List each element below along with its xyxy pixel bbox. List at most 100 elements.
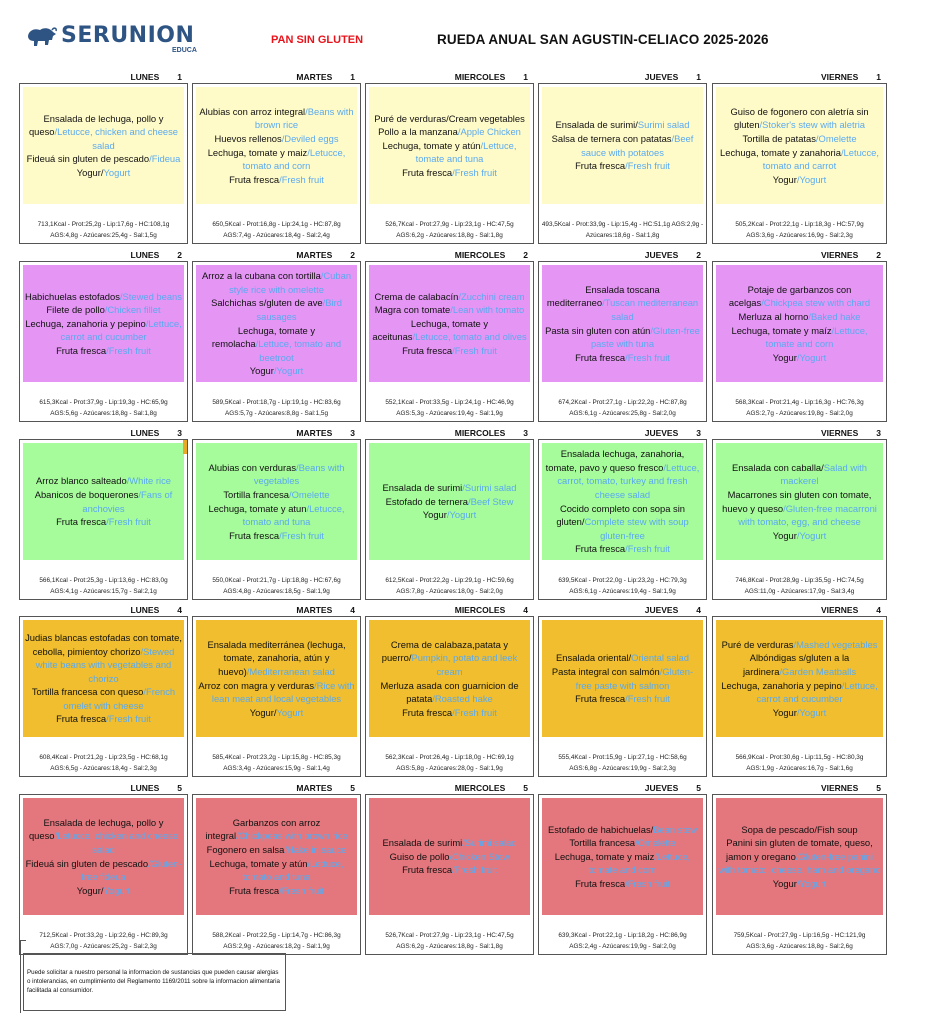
nutrition-line-1: 566,1Kcal - Prot:25,3g - Lip:13,6g - HC:… [39, 577, 168, 584]
menu-item: Lechuga, tomate y atun/Letucce, tomato a… [198, 502, 355, 529]
menu-item: Pasta integral con salmón/Gluten-free pa… [544, 665, 701, 692]
brand-name: SERUNION [61, 23, 195, 48]
nutrition-line-2: AGS:5,7g - Azúcares:8,8g - Sal:1,5g [224, 410, 329, 417]
day-header: MARTES 4 [296, 605, 355, 617]
week-number: 3 [876, 428, 881, 438]
nutrition-line-2: AGS:6,1g - Azúcares:25,8g - Sal:2,0g [569, 410, 676, 417]
nutrition-info: 493,5Kcal - Prot:33,9g - Lip:15,4g - HC:… [539, 219, 706, 241]
menu-item: Lechuga, tomate y maiz/Letucce, tomato a… [198, 146, 355, 173]
dish-name-en: /Chickpea stew with chard [761, 297, 871, 309]
week-number: 2 [696, 250, 701, 260]
dish-name-es: Lechuga, tomate y maiz [207, 146, 308, 158]
dish-name-en: /Chicken fillet [104, 304, 161, 316]
nutrition-line-1: 639,3Kcal - Prot:22,1g - Lip:18,2g - HC:… [558, 932, 687, 939]
menu-item: Merluza al horno/Baked hake [739, 310, 861, 324]
menu-item: Puré de verduras/Mashed vegetables [722, 638, 878, 652]
dish-name-en: /Fresh fruit [625, 543, 670, 555]
nutrition-info: 550,0Kcal - Prot:21,7g - Lip:18,8g - HC:… [193, 575, 360, 597]
nutrition-line-1: 526,7Kcal - Prot:27,9g - Lip:23,1g - HC:… [385, 221, 514, 228]
dish-name-es: Fogonero en salsa [206, 843, 285, 855]
dish-name-es: Yogur/ [76, 166, 104, 178]
dish-name-es: Crema de calabaza,patata y puerro/ [381, 638, 509, 664]
day-name: LUNES [130, 428, 160, 438]
nutrition-line-2: AGS:3,6g - Azúcares:16,9g - Sal:2,3g [746, 232, 853, 239]
menu-items: Ensalada oriental/Oriental salad Pasta in… [542, 620, 703, 737]
dish-name-en: /Bird sausages [256, 297, 342, 322]
dish-name-es: Albóndigas s/gluten a la jardinera [742, 652, 850, 677]
dish-name-en: /Fresh fruit [625, 160, 670, 172]
day-header: VIERNES 5 [821, 783, 881, 795]
menu-items: Sopa de pescado/Fish soup Panini sin glut… [716, 798, 883, 915]
menu-item: Crema de calabacín/Zucchini cream [374, 290, 524, 304]
dish-name-es: Ensalada de surimi [382, 837, 463, 849]
day-header: LUNES 4 [130, 605, 182, 617]
day-header: JUEVES 4 [645, 605, 701, 617]
dish-name-en: /Stoker's stew with aletria [759, 119, 866, 131]
menu-item: Yogur/Yogurt [773, 529, 827, 543]
nutrition-info: 566,9Kcal - Prot:30,6g - Lip:11,5g - HC:… [713, 752, 886, 774]
week-row: LUNES 4 Judias blancas estofadas con tom… [19, 605, 889, 777]
dish-name-es: Yogur [422, 509, 447, 521]
dish-name-en: Salad with mackerel [780, 461, 867, 487]
menu-items: Puré de verduras/Cream vegetables Pollo a… [369, 87, 530, 204]
dish-name-en: /Letucce, chicken and cheese salad [54, 830, 179, 855]
menu-item: Puré de verduras/Cream vegetables [374, 112, 525, 126]
nutrition-info: 526,7Kcal - Prot:27,9g - Lip:23,1g - HC:… [366, 219, 533, 241]
week-number: 4 [350, 605, 355, 615]
nutrition-line-1: 674,2Kcal - Prot:27,1g - Lip:22,2g - HC:… [558, 399, 687, 406]
day-name: MIERCOLES [454, 72, 506, 82]
dish-name-en: /Yogurt [796, 877, 827, 889]
menu-item: Salchichas s/gluten de ave/Bird sausages [198, 296, 355, 323]
day-header: JUEVES 2 [645, 250, 701, 262]
dish-name-es: Huevos rellenos [214, 132, 282, 144]
dish-name-es: Sopa de pescado/Fish soup [741, 823, 858, 835]
day-cell: VIERNES 2 Potaje de garbanzos con acelga… [712, 250, 887, 422]
day-header: LUNES 3 [130, 428, 182, 440]
nutrition-info: 615,3Kcal - Prot:37,9g - Lip:19,3g - HC:… [20, 397, 187, 419]
menu-items: Arroz blanco salteado/White rice Abanicos… [23, 443, 184, 560]
dish-name-es: Fruta fresca [402, 864, 453, 876]
dish-name-es: Ensalada de lechuga, pollo y queso [28, 816, 164, 842]
nutrition-line-2: AGS:4,8g - Azúcares:18,5g - Sal:1,9g [223, 588, 330, 595]
week-row: LUNES 5 Ensalada de lechuga, pollo y que… [19, 783, 889, 955]
week-number: 2 [876, 250, 881, 260]
menu-items: Ensalada lechuga, zanahoria, tomate, pav… [542, 443, 703, 560]
menu-items: Alubias con arroz integral/Beans with br… [196, 87, 357, 204]
nutrition-line-1: 713,1Kcal - Prot:25,2g - Lip:17,6g - HC:… [37, 221, 170, 228]
dish-name-es: Yogur [772, 173, 797, 185]
dish-name-en: /Letucce, tomato and corn [242, 146, 346, 172]
dish-name-es: Macarrones sin gluten con tomate, huevo … [722, 488, 872, 514]
dish-name-es: Magra con tomate [374, 304, 451, 316]
day-box: Alubias con arroz integral/Beans with br… [192, 83, 361, 244]
dish-name-es: Crema de calabacín [374, 290, 459, 302]
dish-name-es: Filete de pollo [46, 304, 105, 316]
menu-items: Ensalada mediterránea (lechuga, tomate, … [196, 620, 357, 737]
day-header: LUNES 2 [130, 250, 182, 262]
bread-type-label: PAN SIN GLUTEN [271, 34, 364, 46]
day-header: JUEVES 3 [645, 428, 701, 440]
dish-name-en: /Beans with vegetables [253, 461, 345, 487]
menu-item: Panini sin gluten de tomate, queso, jamo… [718, 836, 881, 877]
dish-name-en: /Fresh fruit [106, 344, 151, 356]
nutrition-line-1: 639,5Kcal - Prot:22,0g - Lip:23,2g - HC:… [558, 577, 687, 584]
week-number: 1 [523, 72, 528, 82]
day-cell: VIERNES 4 Puré de verduras/Mashed vegeta… [712, 605, 887, 777]
day-box: Ensalada de surimi/Surimi salad Estofado … [365, 439, 534, 600]
menu-items: Ensalada de surimi/Surimi salad Guiso de … [369, 798, 530, 915]
dish-name-es: Pollo a la manzana [378, 126, 458, 138]
dish-name-es: Yogur [772, 529, 797, 541]
dish-name-es: Estofado de habichuelas/ [547, 823, 654, 835]
menu-item: Huevos rellenos/Deviled eggs [214, 132, 338, 146]
nutrition-line-1: 650,5Kcal - Prot:16,8g - Lip:24,1g - HC:… [212, 221, 341, 228]
dish-name-es: Tortilla francesa con queso [31, 686, 144, 698]
day-cell: JUEVES 2 Ensalada toscana mediterraneo/T… [538, 250, 707, 422]
day-box: Crema de calabaza,patata y puerro/Pumpki… [365, 616, 534, 777]
day-name: LUNES [130, 250, 160, 260]
day-cell: LUNES 1 Ensalada de lechuga, pollo y que… [19, 72, 188, 244]
dish-name-es: Lechuga, zanahoria y pepino [721, 679, 842, 691]
nutrition-line-1: 566,9Kcal - Prot:30,6g - Lip:11,5g - HC:… [735, 754, 864, 761]
nutrition-line-2: AGS:4,8g - Azúcares:25,4g - Sal:1,5g [50, 232, 157, 239]
dish-name-es: Abanicos de boquerones [34, 488, 139, 500]
dish-name-en: /Baked hake [808, 310, 861, 322]
menu-item: Lechuga, tomate y remolacha/Lettuce, tom… [198, 324, 355, 365]
